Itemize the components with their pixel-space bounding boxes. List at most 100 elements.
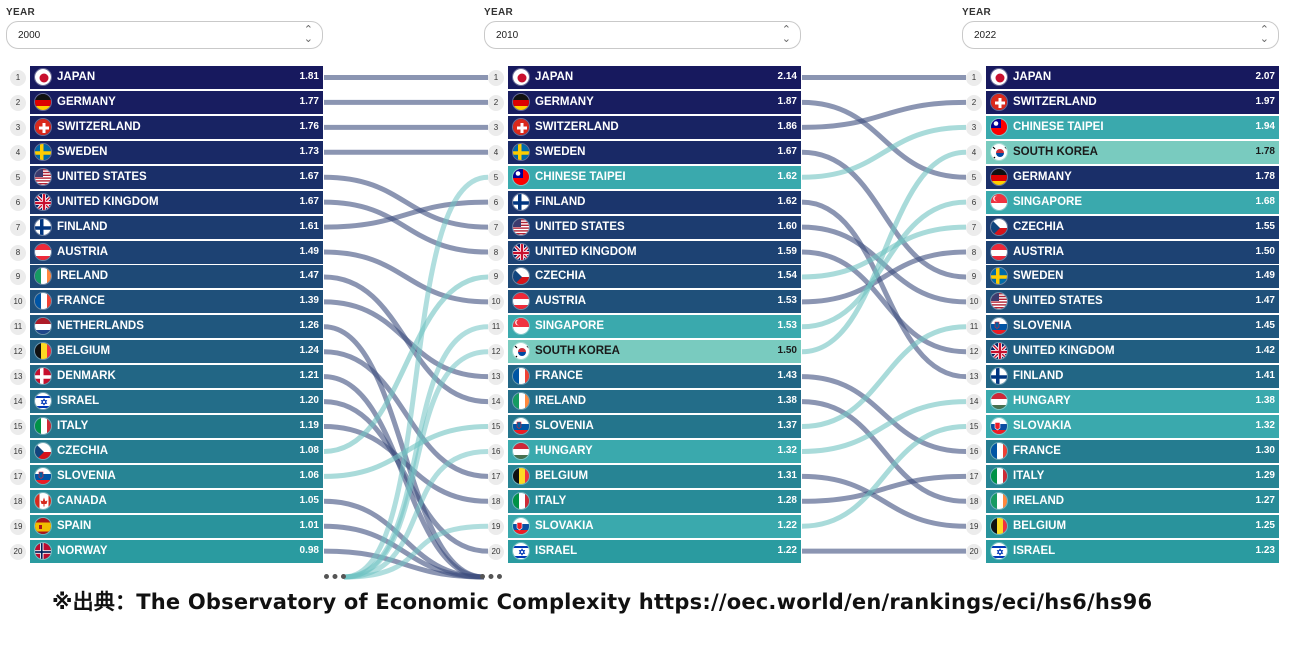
rank-badge: 20 xyxy=(10,543,26,560)
year-select-2000[interactable]: 2000 ⌃ ⌄ xyxy=(6,21,323,49)
rank-badge: 18 xyxy=(488,493,504,510)
flag-singapore-icon xyxy=(512,317,530,336)
rank-badge: 16 xyxy=(966,443,982,460)
ranking-row[interactable]: 18 ITALY 1.28 xyxy=(484,489,801,513)
rank-bar: BELGIUM 1.24 xyxy=(30,340,323,364)
ranking-row[interactable]: 1 JAPAN 2.07 xyxy=(962,66,1279,89)
ranking-row[interactable]: 5 GERMANY 1.78 xyxy=(962,165,1279,189)
rank-link xyxy=(323,199,489,230)
ranking-row[interactable]: 6 FINLAND 1.62 xyxy=(484,190,801,214)
ranking-row[interactable]: 11 SLOVENIA 1.45 xyxy=(962,315,1279,339)
ranking-row[interactable]: 20 ISRAEL 1.23 xyxy=(962,539,1279,563)
ranking-row[interactable]: 1 JAPAN 2.14 xyxy=(484,66,801,89)
ranking-row[interactable]: 8 UNITED KINGDOM 1.59 xyxy=(484,240,801,264)
ranking-row[interactable]: 7 UNITED STATES 1.60 xyxy=(484,215,801,239)
rank-bar: ISRAEL 1.22 xyxy=(508,539,801,563)
country-name: ITALY xyxy=(535,494,567,507)
ranking-row[interactable]: 3 SWITZERLAND 1.76 xyxy=(6,115,323,139)
country-name: SOUTH KOREA xyxy=(535,345,620,358)
rank-bar: SPAIN 1.01 xyxy=(30,514,323,538)
country-name: SWITZERLAND xyxy=(57,120,141,133)
rank-bar: CZECHIA 1.55 xyxy=(986,215,1279,239)
ranking-row[interactable]: 9 IRELAND 1.47 xyxy=(6,265,323,289)
ranking-row[interactable]: 13 FINLAND 1.41 xyxy=(962,365,1279,389)
year-select-2010[interactable]: 2010 ⌃ ⌄ xyxy=(484,21,801,49)
ranking-row[interactable]: 4 SOUTH KOREA 1.78 xyxy=(962,140,1279,164)
ranking-row[interactable]: 4 SWEDEN 1.67 xyxy=(484,140,801,164)
rank-bar: SLOVENIA 1.37 xyxy=(508,415,801,439)
ranking-row[interactable]: 14 HUNGARY 1.38 xyxy=(962,390,1279,414)
ranking-row[interactable]: 11 SINGAPORE 1.53 xyxy=(484,315,801,339)
ranking-row[interactable]: 8 AUSTRIA 1.50 xyxy=(962,240,1279,264)
rank-badge: 15 xyxy=(966,419,982,436)
ranking-row[interactable]: 16 CZECHIA 1.08 xyxy=(6,439,323,463)
rank-badge: 11 xyxy=(488,319,504,336)
ranking-row[interactable]: 5 UNITED STATES 1.67 xyxy=(6,165,323,189)
ranking-row[interactable]: 7 FINLAND 1.61 xyxy=(6,215,323,239)
ranking-row[interactable]: 12 SOUTH KOREA 1.50 xyxy=(484,340,801,364)
ranking-row[interactable]: 2 SWITZERLAND 1.97 xyxy=(962,90,1279,114)
ranking-row[interactable]: 13 DENMARK 1.21 xyxy=(6,365,323,389)
ranking-row[interactable]: 12 UNITED KINGDOM 1.42 xyxy=(962,340,1279,364)
ranking-row[interactable]: 3 SWITZERLAND 1.86 xyxy=(484,115,801,139)
ranking-row[interactable]: 18 IRELAND 1.27 xyxy=(962,489,1279,513)
ranking-row[interactable]: 19 BELGIUM 1.25 xyxy=(962,514,1279,538)
ranking-row[interactable]: 17 BELGIUM 1.31 xyxy=(484,464,801,488)
ranking-row[interactable]: 14 ISRAEL 1.20 xyxy=(6,390,323,414)
ranking-row[interactable]: 10 UNITED STATES 1.47 xyxy=(962,290,1279,314)
flag-ireland-icon xyxy=(990,491,1008,510)
ranking-row[interactable]: 20 ISRAEL 1.22 xyxy=(484,539,801,563)
rank-bar: UNITED STATES 1.60 xyxy=(508,215,801,239)
ranking-row[interactable]: 7 CZECHIA 1.55 xyxy=(962,215,1279,239)
ranking-row[interactable]: 9 SWEDEN 1.49 xyxy=(962,265,1279,289)
rank-badge: 3 xyxy=(966,119,982,136)
ranking-row[interactable]: 11 NETHERLANDS 1.26 xyxy=(6,315,323,339)
flag-united-states-icon xyxy=(512,217,530,236)
flag-slovenia-icon xyxy=(512,417,530,436)
ranking-row[interactable]: 10 FRANCE 1.39 xyxy=(6,290,323,314)
ranking-row[interactable]: 13 FRANCE 1.43 xyxy=(484,365,801,389)
country-name: UNITED STATES xyxy=(1013,295,1103,308)
eci-value: 1.97 xyxy=(1255,95,1275,107)
rank-link xyxy=(801,424,967,529)
rank-link xyxy=(801,224,967,305)
ranking-row[interactable]: 15 SLOVENIA 1.37 xyxy=(484,415,801,439)
ranking-row[interactable]: 1 JAPAN 1.81 xyxy=(6,66,323,89)
ranking-row[interactable]: 15 ITALY 1.19 xyxy=(6,415,323,439)
ranking-row[interactable]: 2 GERMANY 1.87 xyxy=(484,90,801,114)
ranking-row[interactable]: 16 HUNGARY 1.32 xyxy=(484,439,801,463)
rank-badge: 14 xyxy=(966,394,982,411)
ranking-row[interactable]: 3 CHINESE TAIPEI 1.94 xyxy=(962,115,1279,139)
ranking-row[interactable]: 4 SWEDEN 1.73 xyxy=(6,140,323,164)
eci-value: 1.62 xyxy=(777,170,797,182)
ranking-row[interactable]: 14 IRELAND 1.38 xyxy=(484,390,801,414)
ranking-row[interactable]: 19 SLOVAKIA 1.22 xyxy=(484,514,801,538)
ranking-row[interactable]: 15 SLOVAKIA 1.32 xyxy=(962,415,1279,439)
ranking-row[interactable]: 6 UNITED KINGDOM 1.67 xyxy=(6,190,323,214)
ranking-row[interactable]: 19 SPAIN 1.01 xyxy=(6,514,323,538)
rank-bar: CHINESE TAIPEI 1.94 xyxy=(986,115,1279,139)
country-name: CHINESE TAIPEI xyxy=(1013,120,1104,133)
ranking-row[interactable]: 16 FRANCE 1.30 xyxy=(962,439,1279,463)
rank-link xyxy=(801,224,967,280)
chevron-up-down-icon: ⌃ ⌄ xyxy=(1259,24,1269,45)
ranking-row[interactable]: 17 SLOVENIA 1.06 xyxy=(6,464,323,488)
country-name: ISRAEL xyxy=(1013,544,1056,557)
flag-slovakia-icon xyxy=(512,516,530,535)
ranking-row[interactable]: 12 BELGIUM 1.24 xyxy=(6,340,323,364)
eci-value: 1.06 xyxy=(299,469,319,481)
rank-badge: 4 xyxy=(10,144,26,161)
eci-value: 1.37 xyxy=(777,420,797,432)
ranking-row[interactable]: 6 SINGAPORE 1.68 xyxy=(962,190,1279,214)
ranking-row[interactable]: 8 AUSTRIA 1.49 xyxy=(6,240,323,264)
ranking-row[interactable]: 2 GERMANY 1.77 xyxy=(6,90,323,114)
rank-bar: SWITZERLAND 1.86 xyxy=(508,115,801,139)
rank-bar: UNITED STATES 1.67 xyxy=(30,165,323,189)
ranking-row[interactable]: 9 CZECHIA 1.54 xyxy=(484,265,801,289)
ranking-row[interactable]: 18 CANADA 1.05 xyxy=(6,489,323,513)
year-select-2022[interactable]: 2022 ⌃ ⌄ xyxy=(962,21,1279,49)
ranking-row[interactable]: 5 CHINESE TAIPEI 1.62 xyxy=(484,165,801,189)
ranking-row[interactable]: 20 NORWAY 0.98 xyxy=(6,539,323,563)
ranking-row[interactable]: 10 AUSTRIA 1.53 xyxy=(484,290,801,314)
ranking-row[interactable]: 17 ITALY 1.29 xyxy=(962,464,1279,488)
